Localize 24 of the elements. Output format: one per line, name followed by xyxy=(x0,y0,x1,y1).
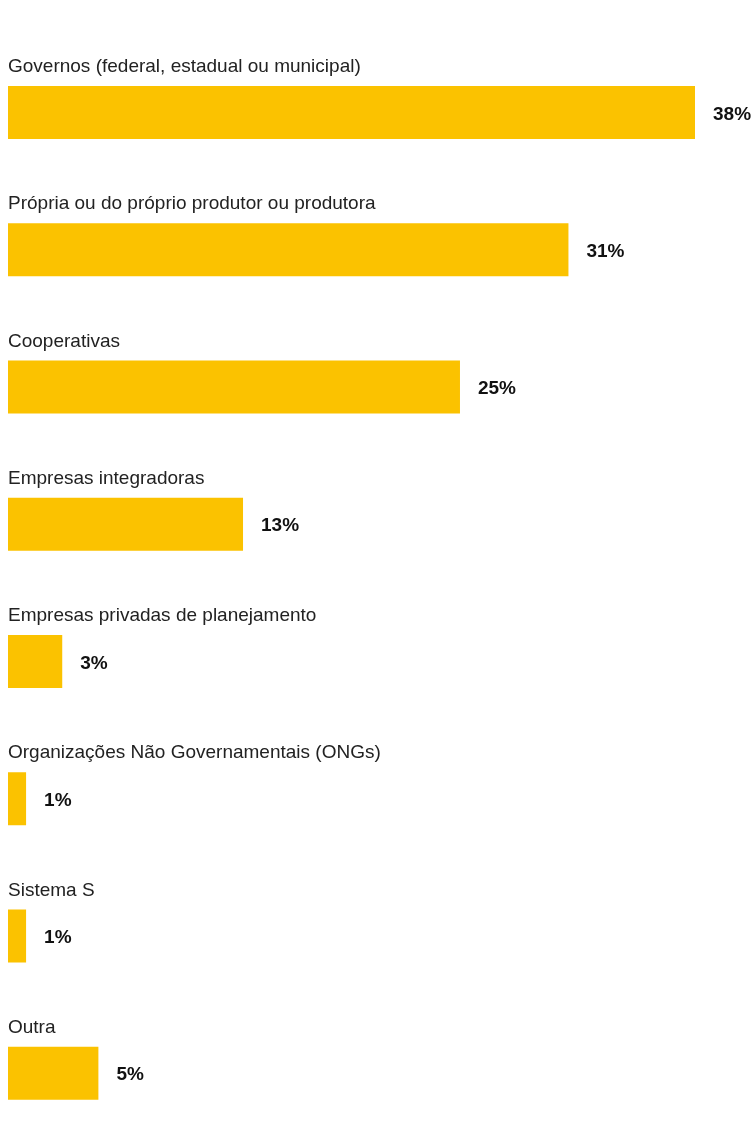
y-tick-label: Cooperativas xyxy=(8,329,120,351)
y-tick-label: Outra xyxy=(8,1015,56,1037)
bar xyxy=(8,497,244,551)
bar xyxy=(8,360,460,414)
y-tick-label: Sistema S xyxy=(8,878,95,900)
bar xyxy=(8,1046,99,1100)
y-tick-label: Governos (federal, estadual ou municipal) xyxy=(8,55,361,76)
bar xyxy=(8,635,63,688)
data-label: 38% xyxy=(713,102,752,124)
bar xyxy=(8,223,569,277)
data-label: 31% xyxy=(586,239,625,261)
data-label: 1% xyxy=(44,788,72,810)
data-label: 25% xyxy=(477,377,517,398)
y-tick-label: Empresas privadas de planejamento xyxy=(8,604,317,625)
data-label: 1% xyxy=(44,926,72,947)
y-tick-label: Empresas integradoras xyxy=(8,466,205,488)
y-tick-label: Organizações Não Governamentais (ONGs) xyxy=(8,741,381,763)
y-tick-label: Própria ou do próprio produtor ou produtora xyxy=(8,192,376,214)
data-label: 3% xyxy=(80,651,108,673)
data-label: 13% xyxy=(261,514,300,536)
data-label: 5% xyxy=(116,1063,144,1085)
bar xyxy=(8,772,27,826)
bar xyxy=(8,86,695,139)
bar xyxy=(8,909,27,963)
